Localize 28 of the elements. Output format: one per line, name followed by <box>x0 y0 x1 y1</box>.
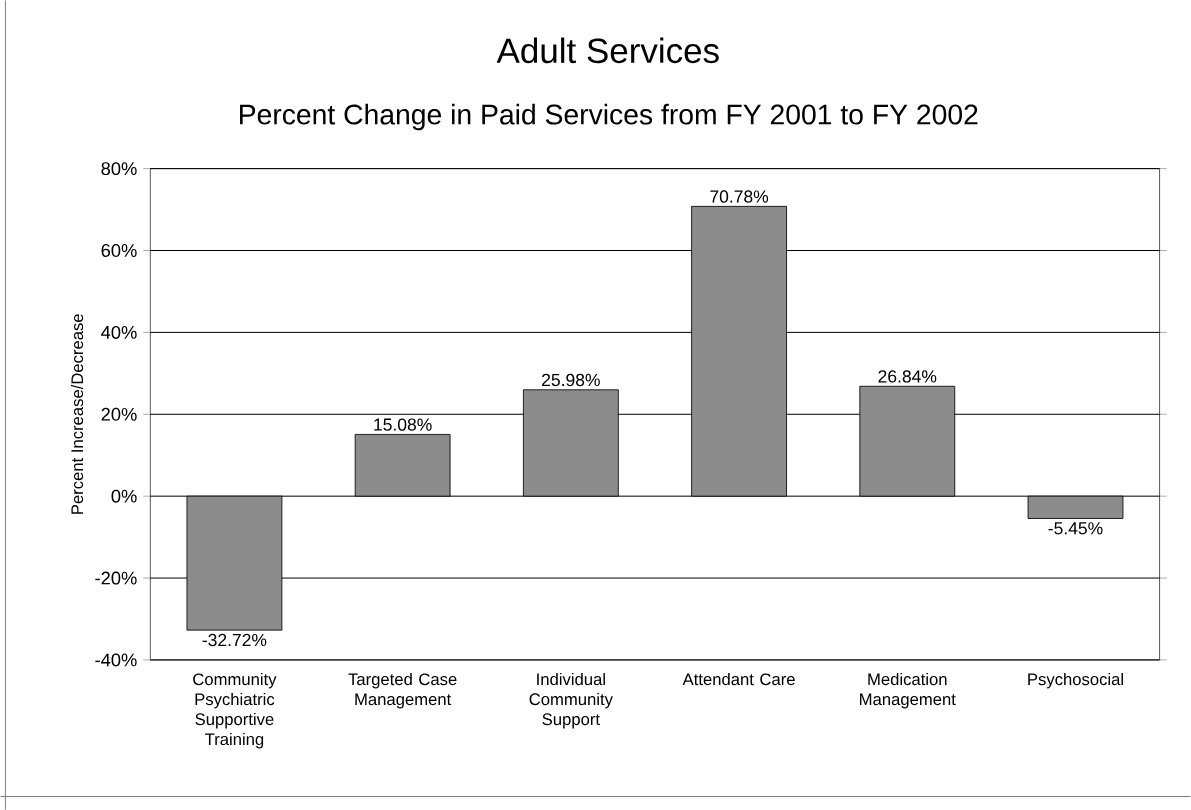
y-tick-label: -40% <box>95 653 137 667</box>
data-label: 25.98% <box>542 373 600 387</box>
chart-title: Adult Services <box>496 37 719 64</box>
x-tick-label: Community Psychiatric Supportive Training <box>193 672 277 749</box>
bar <box>186 495 283 631</box>
x-tick-label: Medication Management <box>860 672 956 709</box>
bar <box>1027 495 1124 519</box>
data-label: -32.72% <box>202 633 267 647</box>
x-tick-label: Psychosocial <box>1028 672 1123 689</box>
data-label: 26.84% <box>878 370 937 383</box>
y-tick-label: 80% <box>101 162 137 175</box>
bar <box>522 389 619 497</box>
y-tick-label: 0% <box>111 489 137 503</box>
y-tick-label: 20% <box>101 407 137 421</box>
y-tick-label: 60% <box>101 243 137 257</box>
chart-subtitle: Percent Change in Paid Services from FY 2001 to FY 2002 <box>240 103 978 131</box>
data-label: 70.78% <box>710 190 769 203</box>
x-tick-label: Individual Community Support <box>529 672 613 729</box>
y-tick-label: -20% <box>95 571 137 585</box>
bar <box>691 205 787 497</box>
y-axis-title: Percent Increase/Decrease <box>70 314 84 514</box>
bar <box>354 433 451 497</box>
data-label: -5.45% <box>1048 522 1103 535</box>
x-tick-label: Attendant Care <box>682 672 795 686</box>
y-tick-label: 40% <box>101 325 137 339</box>
data-label: 15.08% <box>374 418 432 431</box>
x-tick-label: Targeted Case Management <box>348 672 457 709</box>
bar <box>859 385 956 497</box>
